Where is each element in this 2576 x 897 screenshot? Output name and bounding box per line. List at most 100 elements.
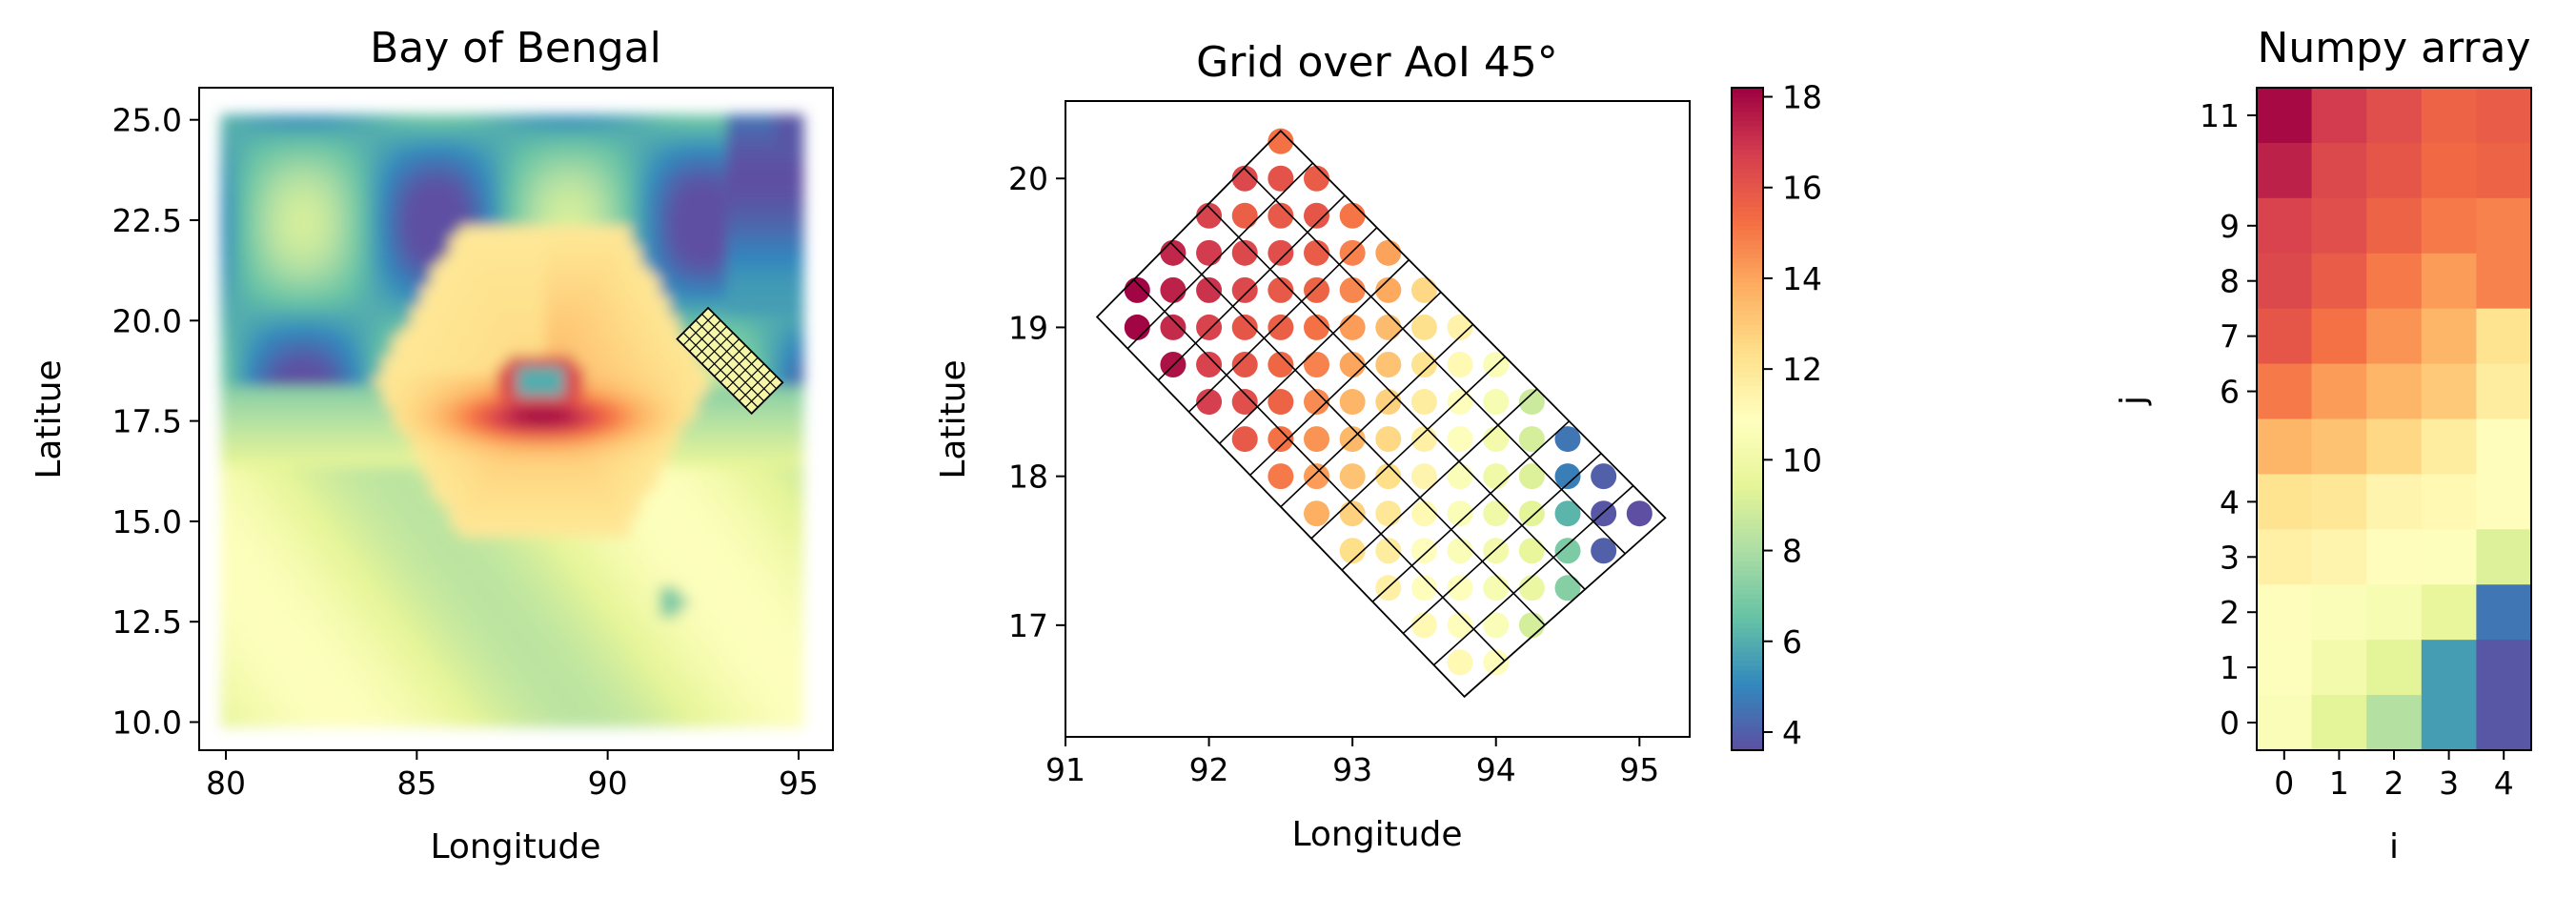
field-cell xyxy=(574,676,585,688)
field-cell xyxy=(296,234,308,246)
field-cell xyxy=(631,405,642,417)
field-cell xyxy=(430,455,441,467)
heatmap-cell xyxy=(2366,695,2423,751)
field-cell xyxy=(392,545,403,558)
field-cell xyxy=(497,686,508,698)
field-cell xyxy=(526,275,538,286)
field-cell xyxy=(745,545,757,558)
grid-point xyxy=(1339,463,1366,490)
field-cell xyxy=(430,184,441,196)
field-cell xyxy=(497,315,508,327)
field-cell xyxy=(526,636,538,648)
field-cell xyxy=(239,264,251,276)
field-cell xyxy=(517,194,528,206)
colorbar-segment xyxy=(1732,353,1763,358)
field-cell xyxy=(783,174,795,186)
field-cell xyxy=(621,425,633,437)
field-cell xyxy=(793,194,804,206)
field-cell xyxy=(344,204,355,216)
field-cell xyxy=(526,706,538,718)
field-cell xyxy=(430,576,441,587)
field-cell xyxy=(411,395,422,407)
field-cell xyxy=(679,616,690,627)
field-cell xyxy=(296,545,308,558)
field-cell xyxy=(612,646,623,658)
field-cell xyxy=(344,576,355,587)
field-cell xyxy=(477,375,489,387)
field-cell xyxy=(497,174,508,186)
field-cell xyxy=(679,184,690,196)
colorbar-tick-label: 12 xyxy=(1782,351,1822,388)
field-cell xyxy=(258,696,270,708)
field-cell xyxy=(574,576,585,587)
field-cell xyxy=(631,646,642,658)
colorbar-segment xyxy=(1732,461,1763,467)
field-cell xyxy=(249,335,260,347)
field-cell xyxy=(487,596,498,607)
field-cell xyxy=(497,605,508,618)
colorbar-segment xyxy=(1732,551,1763,558)
colorbar-segment xyxy=(1732,626,1763,633)
field-cell xyxy=(277,545,289,558)
field-cell xyxy=(764,244,776,256)
field-cell xyxy=(583,425,595,437)
field-cell xyxy=(392,244,403,256)
field-cell xyxy=(268,315,279,327)
grid-point xyxy=(1231,239,1258,266)
field-cell xyxy=(688,676,700,688)
field-cell xyxy=(679,284,690,296)
colorbar-segment xyxy=(1732,608,1763,614)
field-cell xyxy=(583,686,595,698)
colorbar-segment xyxy=(1732,106,1763,112)
field-cell xyxy=(593,536,604,547)
field-cell xyxy=(698,395,709,407)
field-cell xyxy=(707,556,719,567)
field-cell xyxy=(764,184,776,196)
field-cell xyxy=(306,505,317,518)
field-cell xyxy=(430,415,441,427)
field-cell xyxy=(230,556,241,567)
field-cell xyxy=(669,113,680,126)
grid-point xyxy=(1518,500,1545,527)
field-cell xyxy=(439,335,451,347)
aoi-grid-line xyxy=(689,326,765,402)
field-cell xyxy=(707,716,719,728)
field-cell xyxy=(382,365,394,377)
field-cell xyxy=(574,244,585,256)
field-cell xyxy=(602,325,614,336)
field-cell xyxy=(258,666,270,678)
field-cell xyxy=(239,395,251,407)
field-cell xyxy=(612,596,623,607)
field-cell xyxy=(574,305,585,316)
field-cell xyxy=(631,716,642,728)
grid-point xyxy=(1268,202,1294,229)
field-cell xyxy=(688,636,700,648)
field-cell xyxy=(335,636,346,648)
field-cell xyxy=(382,355,394,367)
field-cell xyxy=(506,616,518,627)
field-cell xyxy=(249,315,260,327)
field-cell xyxy=(287,275,298,286)
field-cell xyxy=(420,585,432,598)
field-cell xyxy=(458,596,470,607)
field-cell xyxy=(612,625,623,638)
field-cell xyxy=(258,234,270,246)
field-cell xyxy=(458,244,470,256)
field-cell xyxy=(268,536,279,547)
field-cell xyxy=(335,476,346,487)
field-cell xyxy=(745,656,757,668)
left-ytick-label: 20.0 xyxy=(112,302,182,339)
field-cell xyxy=(344,656,355,668)
field-cell xyxy=(536,244,547,256)
field-cell xyxy=(564,525,576,538)
field-cell xyxy=(631,565,642,578)
field-cell xyxy=(277,476,289,487)
aoi-grid-line xyxy=(701,332,734,365)
field-cell xyxy=(239,244,251,256)
field-cell xyxy=(296,194,308,206)
field-cell xyxy=(344,545,355,558)
field-cell xyxy=(420,395,432,407)
field-cell xyxy=(698,445,709,457)
field-cell xyxy=(392,255,403,266)
field-cell xyxy=(230,696,241,708)
